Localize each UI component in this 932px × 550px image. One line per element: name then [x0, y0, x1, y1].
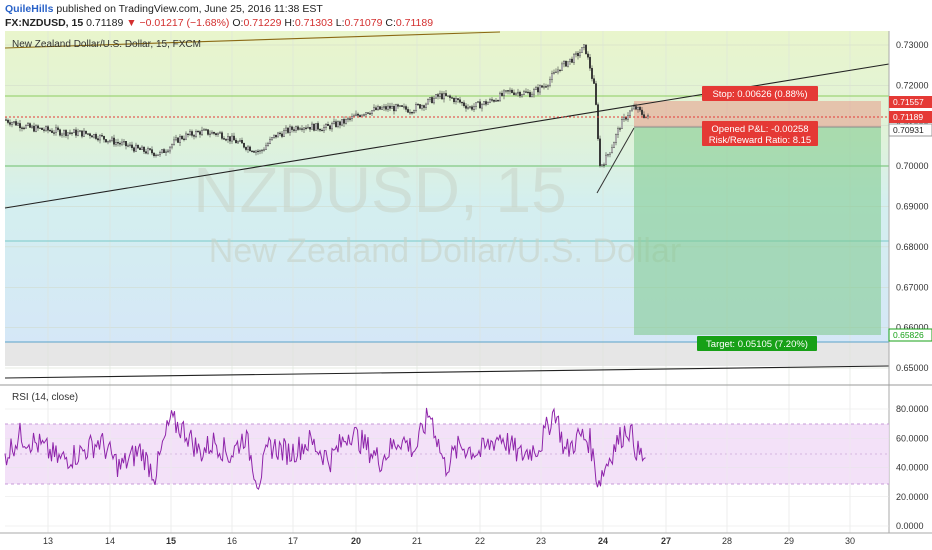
time-tick-label: 27 — [661, 536, 671, 546]
price-axis[interactable]: 0.730000.720000.710000.700000.690000.680… — [888, 31, 932, 533]
high-value: 0.71303 — [294, 17, 333, 29]
price-tick-label: 0.66000 — [896, 323, 929, 333]
entry-price-tag — [888, 123, 932, 137]
rr-label: Risk/Reward Ratio: 8.15 — [709, 135, 811, 146]
target-price-tag — [888, 328, 932, 342]
open-value: 0.71229 — [243, 17, 282, 29]
entry-price-text: 0.70931 — [893, 125, 924, 135]
time-tick-label: 22 — [475, 536, 485, 546]
time-tick-label: 24 — [598, 536, 608, 546]
watermark-symbol: NZDUSD, 15 — [193, 154, 566, 226]
author-link[interactable]: QuileHills — [5, 3, 54, 15]
time-tick-label: 17 — [288, 536, 298, 546]
rsi-axis: 80.0000 60.0000 40.0000 20.0000 0.0000 — [896, 404, 929, 531]
time-tick-label: 15 — [166, 536, 176, 546]
time-tick-label: 16 — [227, 536, 237, 546]
last-price: 0.71189 — [86, 17, 124, 29]
price-tick-label: 0.65000 — [896, 363, 929, 373]
target-label: Target: 0.05105 (7.20%) — [706, 339, 808, 350]
watermark-name: New Zealand Dollar/U.S. Dollar — [209, 232, 681, 270]
time-tick-label: 29 — [784, 536, 794, 546]
time-tick-label: 23 — [536, 536, 546, 546]
change-value: ▼ −0.01217 (−1.68%) — [126, 17, 230, 29]
price-candles — [4, 43, 650, 168]
stop-price-text: 0.71557 — [893, 97, 924, 107]
low-value: 0.71079 — [344, 17, 383, 29]
price-tick-label: 0.69000 — [896, 202, 929, 212]
price-tick-label: 0.68000 — [896, 242, 929, 252]
price-tick-label: 0.70000 — [896, 161, 929, 171]
stop-price-tag — [889, 96, 932, 108]
target-price-text: 0.65826 — [893, 330, 924, 340]
rsi-tick-label: 40.0000 — [896, 463, 929, 473]
time-tick-label: 20 — [351, 536, 361, 546]
rsi-legend: RSI (14, close) — [12, 392, 78, 403]
close-value: 0.71189 — [395, 17, 434, 29]
time-tick-label: 14 — [105, 536, 115, 546]
price-tick-label: 0.72000 — [896, 80, 929, 90]
time-tick-label: 30 — [845, 536, 855, 546]
price-tick-label: 0.67000 — [896, 282, 929, 292]
target-badge[interactable] — [697, 336, 817, 351]
published-text: published on TradingView.com, June 25, 2… — [56, 3, 323, 15]
time-axis[interactable]: 13 14 15 16 17 20 21 22 23 24 27 28 29 30 — [0, 532, 932, 546]
stop-badge[interactable] — [702, 86, 818, 101]
time-tick-label: 21 — [412, 536, 422, 546]
rsi-tick-label: 20.0000 — [896, 492, 929, 502]
time-tick-label: 28 — [722, 536, 732, 546]
symbol-label: FX:NZDUSD, 15 — [5, 17, 84, 29]
trendline-short[interactable] — [596, 127, 635, 194]
stop-label: Stop: 0.00626 (0.88%) — [712, 89, 807, 100]
rsi-tick-label: 60.0000 — [896, 433, 929, 443]
chart-legend: New Zealand Dollar/U.S. Dollar, 15, FXCM — [12, 39, 201, 50]
pnl-badge[interactable] — [702, 121, 818, 146]
time-tick-label: 13 — [43, 536, 53, 546]
publish-info: QuileHills published on TradingView.com,… — [5, 3, 323, 15]
ohlc-bar: FX:NZDUSD, 15 0.71189 ▼ −0.01217 (−1.68%… — [5, 17, 434, 29]
price-pane[interactable]: NZDUSD, 15 New Zealand Dollar/U.S. Dolla… — [4, 31, 890, 533]
trendline-top[interactable] — [4, 31, 501, 49]
rsi-line — [4, 407, 646, 490]
trendline-lower[interactable] — [4, 365, 890, 379]
current-price-tag — [889, 111, 932, 123]
rsi-pane[interactable]: RSI (14, close) 80.0000 60.0000 40.0000 20.… — [4, 386, 929, 533]
pnl-label: Opened P&L: -0.00258 — [711, 124, 808, 135]
current-price-text: 0.71189 — [893, 112, 923, 122]
rsi-tick-label: 80.0000 — [896, 404, 929, 414]
price-tick-label: 0.73000 — [896, 40, 929, 50]
position-reward-zone[interactable] — [634, 127, 881, 335]
rsi-tick-label: 0.0000 — [896, 521, 924, 531]
